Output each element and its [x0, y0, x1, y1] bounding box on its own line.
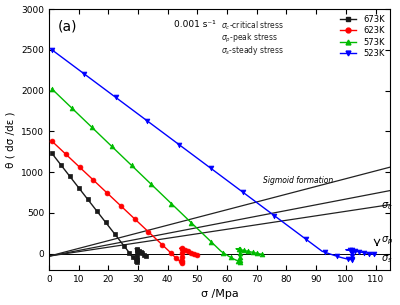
- Text: $\sigma_s$-steady stress: $\sigma_s$-steady stress: [221, 44, 284, 57]
- Text: $\sigma_c$-critical stress: $\sigma_c$-critical stress: [221, 20, 284, 32]
- Y-axis label: θ ( dσ /dε ): θ ( dσ /dε ): [6, 111, 16, 168]
- Text: $\sigma_c$: $\sigma_c$: [382, 200, 393, 212]
- Legend: 673K, 623K, 573K, 523K: 673K, 623K, 573K, 523K: [338, 13, 386, 60]
- Text: $\sigma_p$-peak stress: $\sigma_p$-peak stress: [221, 32, 278, 45]
- Text: $\sigma_s$: $\sigma_s$: [382, 253, 393, 264]
- Text: Sigmoid formation: Sigmoid formation: [263, 176, 333, 185]
- Text: 0.001 s⁻¹: 0.001 s⁻¹: [174, 20, 216, 29]
- X-axis label: σ /Mpa: σ /Mpa: [201, 289, 238, 300]
- Text: (a): (a): [58, 20, 77, 34]
- Text: $\sigma_p$: $\sigma_p$: [382, 235, 394, 247]
